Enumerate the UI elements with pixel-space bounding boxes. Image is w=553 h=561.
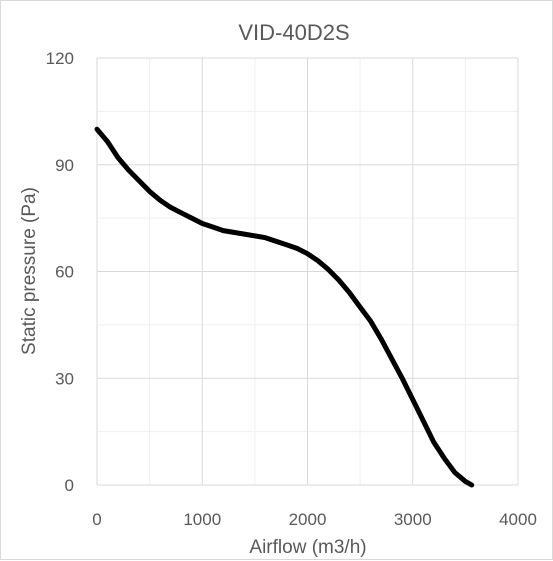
y-axis-label: Static pressure (Pa) — [19, 187, 40, 355]
x-tick-label: 1000 — [183, 510, 221, 529]
y-tick-label: 60 — [55, 263, 74, 282]
series-line — [94, 126, 475, 488]
x-tick-label: 3000 — [394, 510, 432, 529]
x-tick-label: 2000 — [289, 510, 327, 529]
y-tick-labels: 0 30 60 90 120 — [46, 49, 74, 495]
y-tick-label: 90 — [55, 156, 74, 175]
x-tick-label: 0 — [92, 510, 101, 529]
y-tick-label: 30 — [55, 369, 74, 388]
chart-title: VID-40D2S — [238, 20, 349, 45]
grid — [96, 57, 519, 486]
x-tick-label: 4000 — [499, 510, 537, 529]
x-axis-label: Airflow (m3/h) — [249, 537, 366, 558]
y-tick-label: 0 — [65, 476, 74, 495]
x-tick-labels: 0 1000 2000 3000 4000 — [92, 510, 537, 529]
series-group — [94, 126, 475, 488]
y-tick-label: 120 — [46, 49, 74, 68]
